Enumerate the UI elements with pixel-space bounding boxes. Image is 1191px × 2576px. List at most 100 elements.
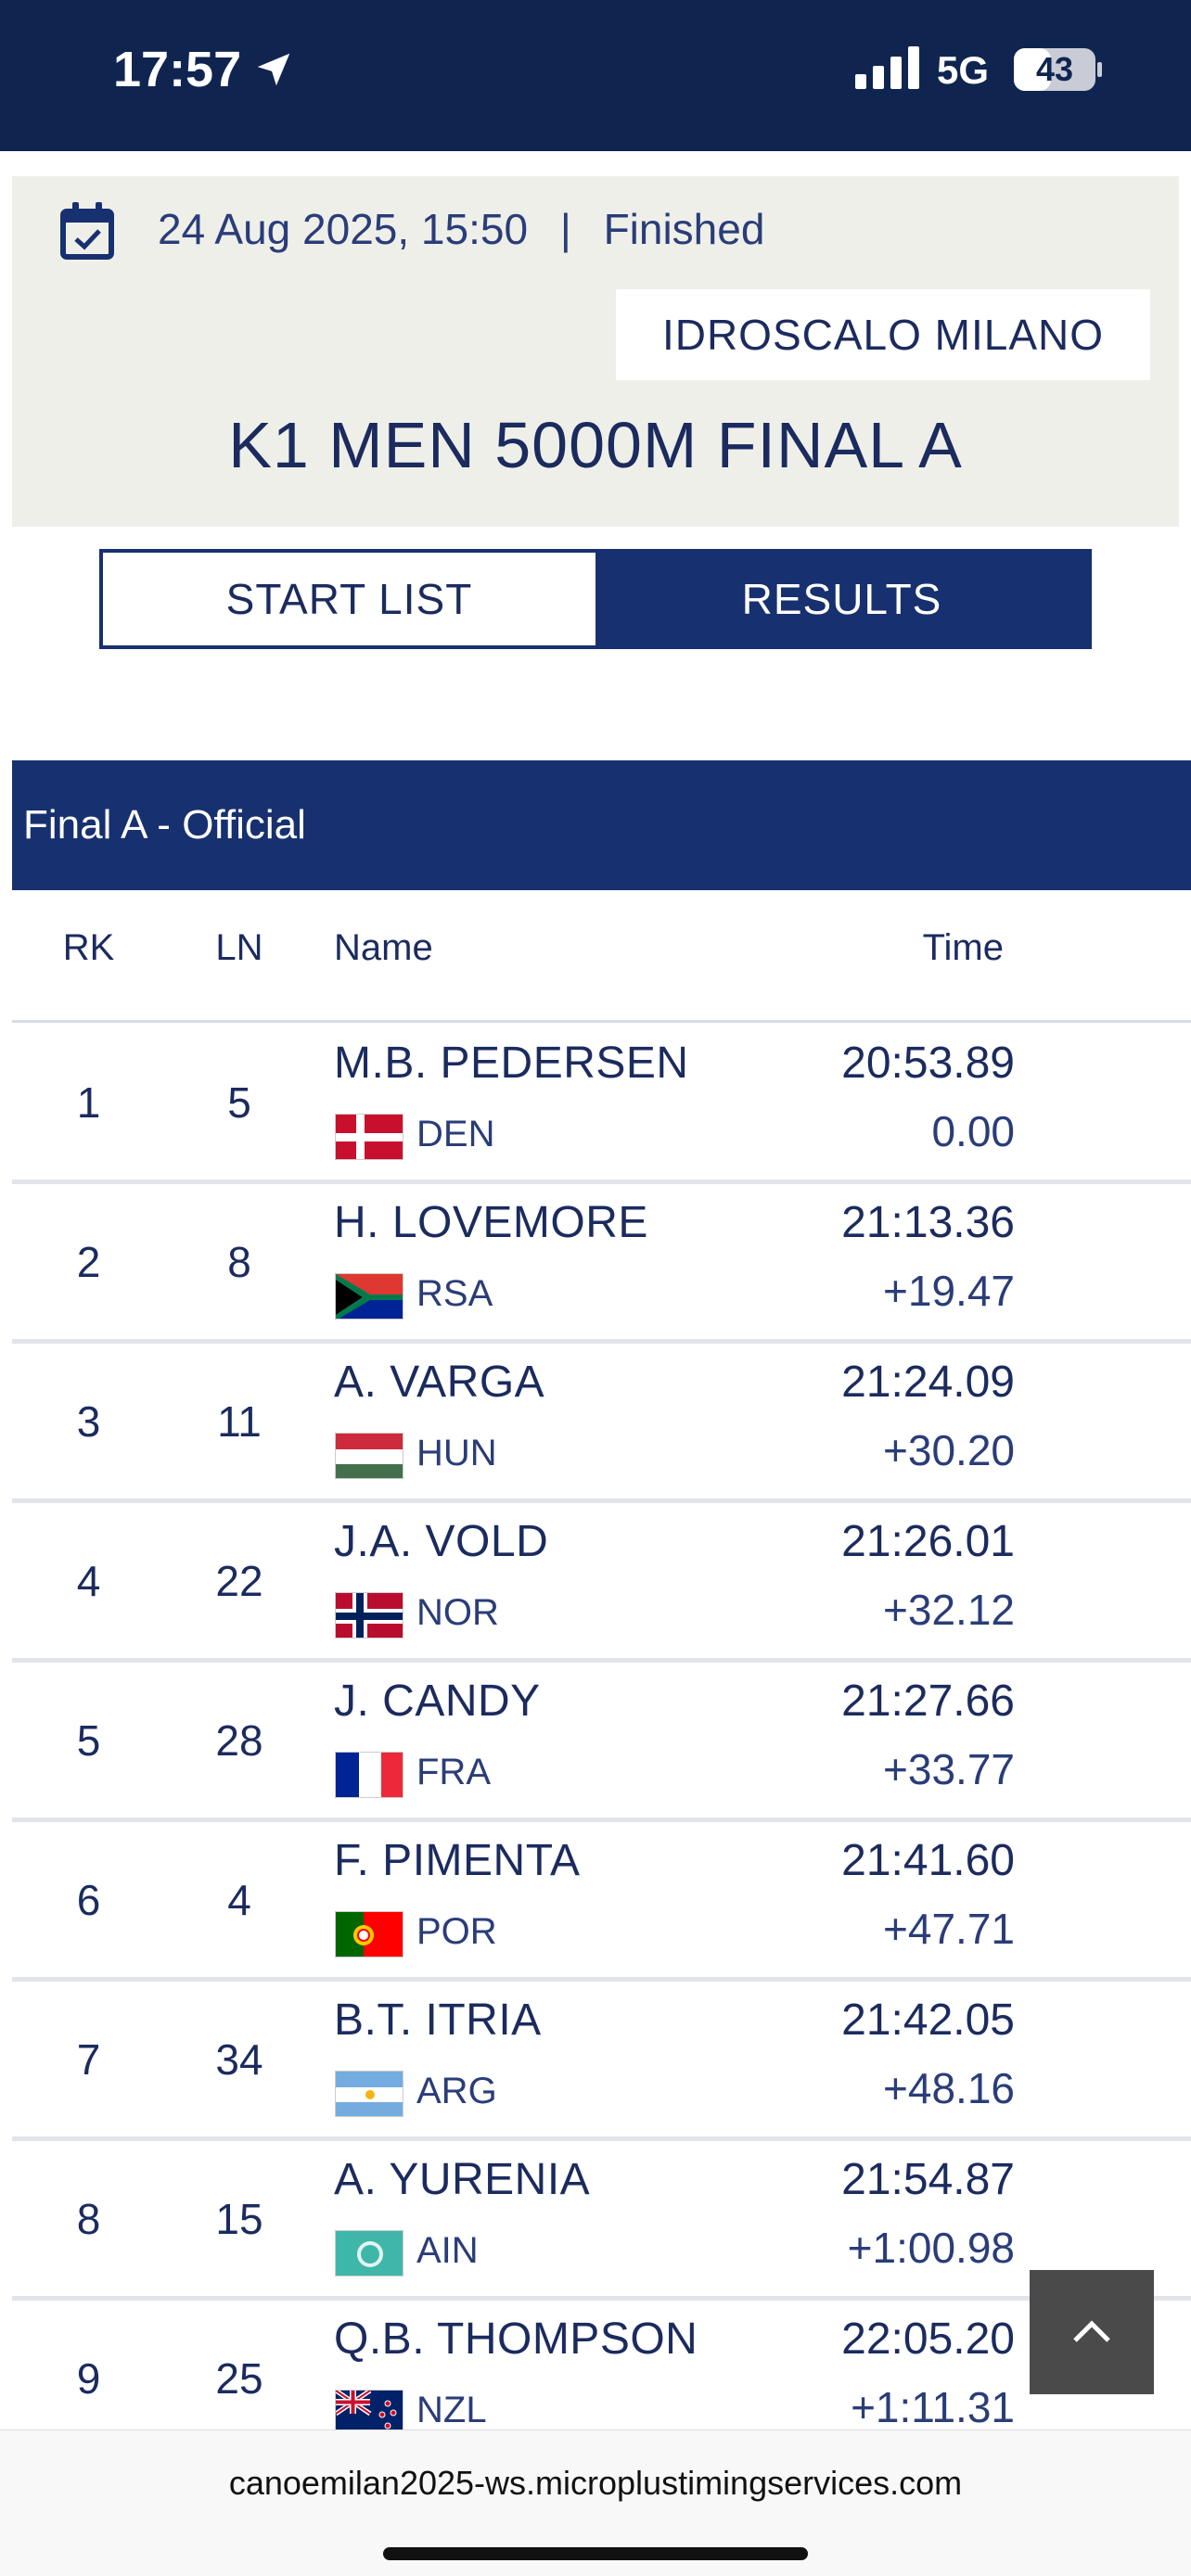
calendar-icon — [60, 202, 114, 260]
time-gap: +48.16 — [883, 2064, 1015, 2112]
hun-flag-icon — [335, 1433, 403, 1479]
time-gap: +1:00.98 — [847, 2224, 1015, 2272]
column-lane: LN — [215, 927, 263, 968]
event-datetime: 24 Aug 2025, 15:50 — [158, 205, 529, 253]
time-gap: +19.47 — [883, 1267, 1015, 1315]
row-rank: 8 — [76, 2195, 101, 2243]
column-time: Time — [922, 927, 1004, 968]
scroll-to-top-button[interactable] — [1030, 2270, 1154, 2394]
nation-code: HUN — [416, 1433, 497, 1473]
finish-time: 21:27.66 — [841, 1677, 1015, 1726]
nation-code: NZL — [416, 2390, 487, 2430]
nation-code: ARG — [416, 2071, 497, 2111]
result-row[interactable]: 1 5 M.B. PEDERSEN DEN 20:53.89 0.00 — [12, 1025, 1191, 1184]
row-rank: 4 — [76, 1557, 101, 1605]
event-status: Finished — [603, 205, 765, 253]
athlete-name: H. LOVEMORE — [334, 1198, 648, 1247]
athlete-name: M.B. PEDERSEN — [334, 1039, 689, 1088]
time-gap: +32.12 — [883, 1586, 1015, 1634]
header-divider — [12, 1020, 1191, 1023]
result-row[interactable]: 8 15 A. YURENIA AIN 21:54.87 +1:00.98 — [12, 2141, 1191, 2301]
athlete-name: A. YURENIA — [334, 2155, 591, 2204]
arg-flag-icon — [335, 2071, 403, 2117]
result-row[interactable]: 5 28 J. CANDY FRA 21:27.66 +33.77 — [12, 1663, 1191, 1822]
row-lane: 28 — [215, 1716, 263, 1765]
column-rank: RK — [62, 927, 115, 968]
athlete-name: B.T. ITRIA — [334, 1996, 542, 2045]
row-rank: 7 — [76, 2035, 101, 2084]
finish-time: 21:26.01 — [841, 1517, 1015, 1566]
meta-separator: | — [559, 205, 571, 253]
battery-icon — [1014, 48, 1102, 91]
nzl-flag-icon — [335, 2390, 403, 2436]
nation-code: AIN — [416, 2230, 479, 2271]
athlete-name: F. PIMENTA — [334, 1836, 581, 1885]
row-rank: 1 — [76, 1078, 101, 1127]
home-indicator[interactable] — [383, 2547, 808, 2560]
chevron-up-icon — [1073, 2320, 1110, 2342]
row-rank: 2 — [76, 1238, 101, 1286]
finish-time: 20:53.89 — [841, 1039, 1015, 1088]
column-name: Name — [334, 927, 433, 968]
athlete-name: Q.B. THOMPSON — [334, 2315, 698, 2364]
browser-url-bar: canoemilan2025-ws.microplustimingservice… — [0, 2429, 1191, 2576]
status-bar: 17:57 5G 43 — [0, 0, 1191, 151]
nation-code: FRA — [416, 1752, 491, 1792]
finish-time: 21:54.87 — [841, 2155, 1015, 2204]
url-text[interactable]: canoemilan2025-ws.microplustimingservice… — [228, 2464, 963, 2502]
row-rank: 5 — [76, 1716, 101, 1765]
time-gap: +33.77 — [883, 1745, 1015, 1793]
rsa-flag-icon — [335, 1273, 403, 1320]
nor-flag-icon — [335, 1592, 403, 1639]
finish-time: 21:13.36 — [841, 1198, 1015, 1247]
network-type: 5G — [937, 48, 990, 92]
result-row[interactable]: 4 22 J.A. VOLD NOR 21:26.01 +32.12 — [12, 1503, 1191, 1663]
finish-time: 21:42.05 — [841, 1996, 1015, 2045]
den-flag-icon — [335, 1114, 403, 1160]
finish-time: 21:24.09 — [841, 1358, 1015, 1407]
time-gap: 0.00 — [931, 1107, 1015, 1155]
nation-code: NOR — [416, 1592, 499, 1633]
row-lane: 11 — [217, 1397, 262, 1446]
athlete-name: J.A. VOLD — [334, 1517, 549, 1566]
row-lane: 4 — [227, 1876, 251, 1924]
row-rank: 6 — [76, 1876, 101, 1924]
row-rank: 9 — [76, 2354, 101, 2403]
athlete-name: J. CANDY — [334, 1677, 541, 1726]
signal-bars-icon — [855, 46, 919, 89]
result-row[interactable]: 7 34 B.T. ITRIA ARG 21:42.05 +48.16 — [12, 1982, 1191, 2141]
row-lane: 8 — [227, 1238, 251, 1286]
row-rank: 3 — [76, 1397, 101, 1446]
event-title: K1 MEN 5000M FINAL A — [228, 409, 963, 481]
event-meta: 24 Aug 2025, 15:50 | Finished — [158, 204, 764, 254]
por-flag-icon — [335, 1911, 403, 1958]
ain-flag-icon — [335, 2230, 403, 2276]
location-arrow-icon — [257, 53, 290, 86]
athlete-name: A. VARGA — [334, 1358, 545, 1407]
time-gap: +1:11.31 — [851, 2383, 1015, 2431]
venue-badge: IDROSCALO MILANO — [616, 289, 1150, 380]
result-row[interactable]: 2 8 H. LOVEMORE RSA 21:13.36 +19.47 — [12, 1184, 1191, 1344]
nation-code: RSA — [416, 1273, 493, 1314]
row-lane: 34 — [215, 2035, 263, 2084]
time-gap: +30.20 — [883, 1426, 1015, 1474]
result-row[interactable]: 3 11 A. VARGA HUN 21:24.09 +30.20 — [12, 1344, 1191, 1503]
row-lane: 15 — [215, 2195, 263, 2243]
tab-results[interactable]: RESULTS — [596, 553, 1088, 645]
battery-level: 43 — [1035, 50, 1074, 88]
results-header: Final A - Official — [12, 760, 1191, 890]
view-tabs: START LIST RESULTS — [99, 549, 1092, 649]
row-lane: 22 — [215, 1557, 263, 1605]
time-gap: +47.71 — [883, 1905, 1015, 1953]
row-lane: 5 — [227, 1078, 251, 1127]
result-row[interactable]: 9 25 Q.B. THOMPSON NZL 22:05.20 +1:11.31 — [12, 2301, 1191, 2460]
finish-time: 22:05.20 — [841, 2315, 1015, 2364]
fra-flag-icon — [335, 1752, 403, 1798]
tab-start-list[interactable]: START LIST — [103, 553, 596, 645]
result-row[interactable]: 6 4 F. PIMENTA POR 21:41.60 +47.71 — [12, 1822, 1191, 1982]
status-time: 17:57 — [113, 42, 242, 97]
event-header: 24 Aug 2025, 15:50 | Finished IDROSCALO … — [12, 176, 1179, 527]
row-lane: 25 — [215, 2354, 263, 2403]
nation-code: DEN — [416, 1114, 495, 1154]
finish-time: 21:41.60 — [841, 1836, 1015, 1885]
